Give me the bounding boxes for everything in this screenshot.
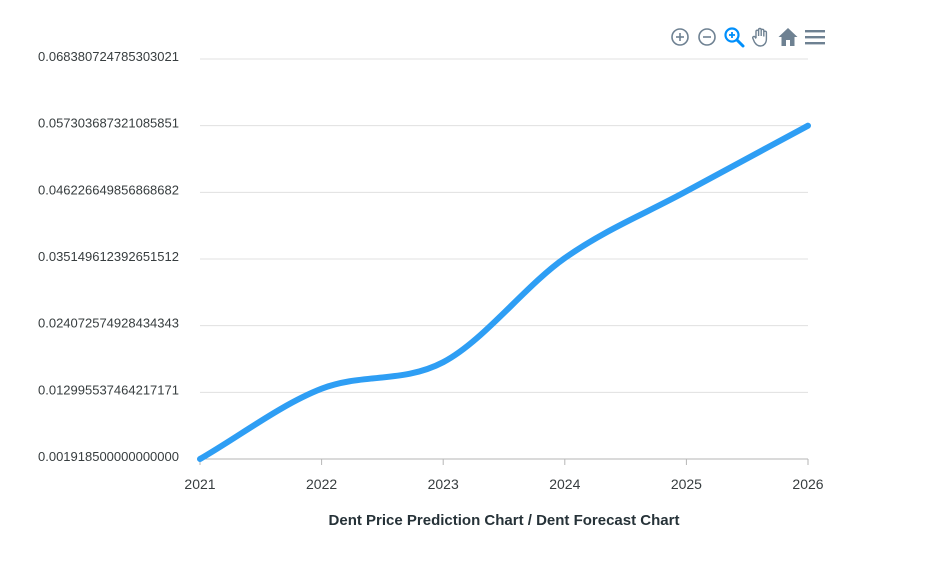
y-tick-label: 0.068380724785303021: [38, 49, 179, 64]
y-tick-label: 0.012995537464217171: [38, 382, 179, 397]
y-tick-label: 0.001918500000000000: [38, 449, 179, 464]
x-tick-label: 2025: [671, 476, 702, 492]
zoom-selection-icon[interactable]: [722, 25, 746, 49]
y-axis-labels: 0.068380724785303021 0.057303687321085851…: [38, 49, 179, 464]
series-layer: [197, 122, 811, 462]
data-point: [686, 191, 687, 192]
x-tick-label: 2023: [428, 476, 459, 492]
x-tick-label: 2024: [549, 476, 580, 492]
x-tick-label: 2021: [184, 476, 215, 492]
x-axis-title: Dent Price Prediction Chart / Dent Forec…: [329, 512, 680, 529]
x-axis-labels: 2021 2022 2023 2024 2025 2026: [184, 476, 823, 492]
y-tick-label: 0.035149612392651512: [38, 249, 179, 264]
y-tick-label: 0.046226649856868682: [38, 182, 179, 197]
reset-home-icon[interactable]: [776, 25, 800, 49]
menu-icon[interactable]: [803, 25, 827, 49]
x-tick-label: 2026: [792, 476, 823, 492]
zoom-out-icon[interactable]: [695, 25, 719, 49]
y-tick-label: 0.057303687321085851: [38, 116, 179, 131]
data-point: [808, 125, 809, 126]
x-axis: [199, 458, 809, 465]
data-point: [564, 258, 565, 259]
data-point: [321, 388, 322, 389]
grid-lines: [200, 58, 808, 393]
zoom-in-icon[interactable]: [668, 25, 692, 49]
y-tick-label: 0.024072574928434343: [38, 316, 179, 331]
data-point: [200, 459, 201, 460]
series-line: [197, 122, 811, 462]
chart-toolbar: [668, 24, 830, 50]
data-point: [443, 362, 444, 363]
pan-hand-icon[interactable]: [749, 25, 773, 49]
x-tick-label: 2022: [306, 476, 337, 492]
